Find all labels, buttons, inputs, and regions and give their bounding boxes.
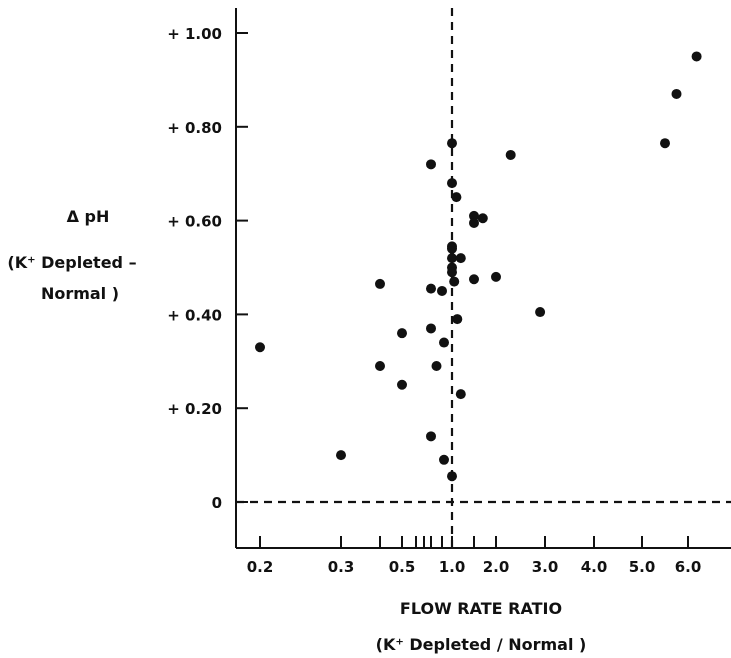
data-point bbox=[452, 314, 463, 325]
x-tick-label: 6.0 bbox=[675, 558, 702, 576]
data-point bbox=[375, 360, 385, 371]
data-point bbox=[397, 379, 407, 390]
data-point bbox=[437, 285, 447, 296]
y-tick-label: + 0.80 bbox=[167, 119, 222, 137]
data-point bbox=[255, 342, 265, 353]
data-point bbox=[449, 276, 460, 287]
data-point bbox=[469, 210, 479, 221]
reference-lines bbox=[236, 8, 731, 548]
x-tick-label: 5.0 bbox=[629, 558, 656, 576]
data-point bbox=[447, 253, 457, 264]
x-axis-title-line-1: FLOW RATE RATIO bbox=[400, 599, 562, 618]
data-point bbox=[671, 88, 682, 99]
y-tick-label: + 1.00 bbox=[167, 25, 222, 43]
x-axis-ticks: 0.2 0.3 0.5 1.0 2.0 3.0 4.0 5.0 6.0 bbox=[247, 536, 702, 576]
data-points bbox=[255, 51, 702, 482]
data-point bbox=[455, 253, 466, 264]
y-axis-title-line-2: (K⁺ Depleted – bbox=[7, 253, 136, 272]
y-tick-label: + 0.40 bbox=[167, 306, 222, 324]
data-point bbox=[691, 51, 702, 62]
axes bbox=[235, 8, 731, 549]
x-tick-label: 2.0 bbox=[483, 558, 510, 576]
data-point bbox=[431, 360, 442, 371]
data-point bbox=[477, 213, 488, 224]
data-point bbox=[447, 178, 457, 189]
y-axis-title-line-3: Normal ) bbox=[41, 284, 119, 303]
x-tick-label: 4.0 bbox=[581, 558, 608, 576]
y-tick-label: + 0.20 bbox=[167, 400, 222, 418]
data-point bbox=[491, 271, 501, 282]
y-tick-label: + 0.60 bbox=[167, 213, 222, 231]
data-point bbox=[426, 323, 436, 334]
data-point bbox=[469, 217, 479, 228]
x-tick-label: 1.0 bbox=[439, 558, 466, 576]
data-point bbox=[469, 274, 479, 285]
y-axis-title-line-1: Δ pH bbox=[67, 207, 110, 226]
data-point bbox=[336, 450, 346, 461]
data-point bbox=[660, 138, 670, 149]
x-tick-label: 0.5 bbox=[389, 558, 416, 576]
data-point bbox=[447, 471, 457, 482]
data-point bbox=[426, 431, 436, 442]
data-point bbox=[447, 138, 457, 149]
data-point bbox=[426, 283, 436, 294]
data-point bbox=[439, 337, 449, 348]
x-tick-label: 0.3 bbox=[328, 558, 355, 576]
data-point bbox=[439, 454, 449, 465]
data-point bbox=[447, 243, 457, 254]
y-axis-ticks: 0 + 0.20 + 0.40 + 0.60 + 0.80 + 1.00 bbox=[167, 25, 248, 512]
data-point bbox=[505, 149, 516, 160]
data-point bbox=[455, 389, 466, 400]
data-point bbox=[451, 192, 462, 203]
data-point bbox=[397, 328, 407, 339]
data-point bbox=[426, 159, 436, 170]
data-point bbox=[447, 267, 457, 278]
x-tick-label: 3.0 bbox=[532, 558, 559, 576]
data-point bbox=[535, 307, 546, 318]
y-tick-label: 0 bbox=[212, 494, 222, 512]
x-axis-title-line-2: (K⁺ Depleted / Normal ) bbox=[376, 635, 587, 654]
x-tick-label: 0.2 bbox=[247, 558, 274, 576]
data-point bbox=[375, 278, 385, 289]
